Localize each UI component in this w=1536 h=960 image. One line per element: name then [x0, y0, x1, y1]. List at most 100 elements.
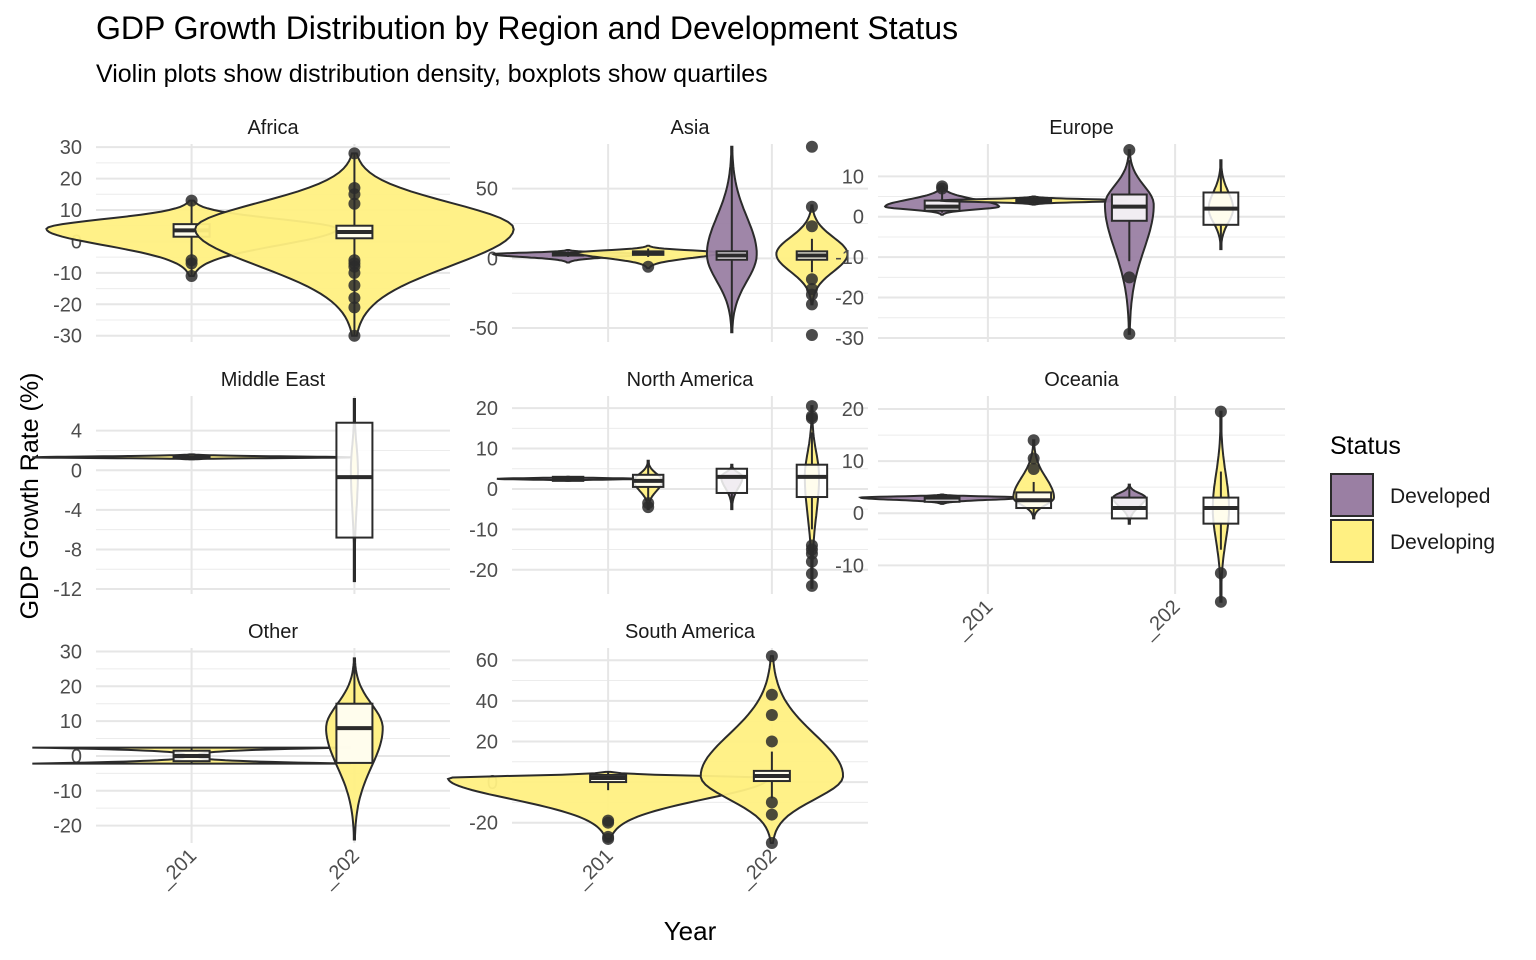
violin-group-developed — [1110, 483, 1148, 525]
boxplot — [923, 495, 961, 503]
violin-group-developing — [1202, 159, 1240, 251]
outlier-point — [1214, 595, 1227, 608]
outlier-point — [348, 182, 361, 194]
outlier-point — [1027, 434, 1040, 447]
x-tick-label: _202 — [1137, 596, 1185, 644]
y-tick-label: -30 — [53, 326, 82, 348]
legend-key-developing — [1330, 519, 1374, 563]
outlier-point — [805, 273, 818, 286]
facet-title: North America — [627, 369, 755, 391]
outlier-point — [805, 200, 818, 213]
facet-title: Oceania — [1044, 369, 1119, 391]
boxplot — [715, 464, 749, 510]
chart-title: GDP Growth Distribution by Region and De… — [96, 10, 958, 46]
y-tick-label: 0 — [71, 746, 82, 768]
box — [715, 467, 749, 494]
y-tick-label: 0 — [487, 248, 498, 270]
outlier-point — [348, 197, 361, 210]
y-tick-label: 4 — [71, 421, 82, 443]
facet-other: Other -20 -10 0 10 20 30 _201 _202 — [32, 621, 450, 893]
boxplot — [631, 248, 665, 273]
facet-south-america: South America-200204060_201_202 — [446, 621, 868, 893]
boxplot — [589, 771, 628, 845]
boxplot — [923, 180, 961, 213]
outlier-point — [765, 735, 778, 748]
boxplot — [795, 140, 829, 342]
outlier-point — [602, 830, 615, 843]
y-tick-label: -10 — [53, 263, 82, 285]
y-tick-label: 0 — [853, 207, 864, 229]
boxplot — [1202, 405, 1240, 608]
box — [1202, 496, 1240, 525]
y-tick-label: -10 — [469, 519, 498, 541]
outlier-point — [642, 260, 655, 273]
y-tick-label: -20 — [469, 813, 498, 835]
outlier-point — [1214, 567, 1227, 580]
violin-group-developing — [335, 398, 374, 583]
y-tick-label: -10 — [835, 555, 864, 577]
outlier-point — [185, 254, 198, 267]
x-tick-label: _201 — [950, 596, 998, 644]
legend-key-developed — [1330, 473, 1374, 517]
boxplot — [335, 147, 374, 342]
gridlines — [96, 648, 450, 843]
legend: Status Developed Developing — [1330, 432, 1495, 563]
violin-group-developed — [858, 493, 1027, 505]
y-tick-label: -20 — [469, 560, 498, 582]
y-tick-label: 0 — [487, 479, 498, 501]
boxplot — [715, 146, 749, 333]
boxplot — [1110, 484, 1148, 524]
outlier-point — [765, 709, 778, 722]
outlier-point — [765, 796, 778, 809]
violin-group-developing — [775, 140, 849, 342]
y-tick-label: 0 — [71, 460, 82, 482]
violin-group-developing — [32, 746, 351, 765]
y-tick-label: -30 — [835, 328, 864, 350]
violin-group-developed — [715, 463, 749, 511]
outlier-point — [765, 650, 778, 663]
outlier-point — [1027, 462, 1040, 475]
y-axis-label: GDP Growth Rate (%) — [16, 373, 44, 620]
facet-title: South America — [625, 621, 756, 643]
facet-middle-east: Middle East -12 -8 -4 0 4 — [32, 369, 450, 601]
y-tick-label: 0 — [71, 231, 82, 253]
facet-europe: Europe -30 -20 -10 0 10 — [835, 117, 1285, 350]
violin-group-developing — [1202, 405, 1240, 608]
facet-panels: Africa -30 -20 -10 0 10 20 30 Asia -50 0 50 Europe -3… — [32, 117, 1285, 893]
legend-label: Developed — [1390, 485, 1490, 508]
y-tick-label: -20 — [53, 294, 82, 316]
y-tick-label: 20 — [60, 676, 82, 698]
y-tick-label: -50 — [469, 318, 498, 340]
x-tick-label: _202 — [734, 845, 782, 893]
boxplot — [795, 400, 829, 592]
outlier-point — [805, 298, 818, 311]
violin-group-developing — [575, 244, 721, 273]
boxplot — [172, 748, 211, 764]
violin-group-developing — [194, 147, 515, 342]
y-tick-label: 20 — [476, 731, 498, 753]
y-tick-label: -10 — [835, 247, 864, 269]
box — [795, 463, 829, 499]
boxplot — [172, 455, 211, 460]
outlier-point — [1027, 452, 1040, 465]
outlier-point — [185, 194, 198, 207]
y-tick-label: 20 — [476, 398, 498, 420]
boxplot — [335, 658, 374, 764]
facet-north-america: North America -20 -10 0 10 20 — [469, 369, 868, 594]
x-tick-label: _201 — [153, 845, 201, 893]
y-tick-label: -20 — [835, 288, 864, 310]
violin-group-developing — [325, 657, 384, 841]
facet-title: Africa — [247, 117, 299, 139]
y-tick-label: -8 — [64, 539, 82, 561]
y-tick-label: 10 — [60, 200, 82, 222]
boxplot — [551, 475, 585, 482]
box — [335, 702, 374, 764]
violin-group-developed — [496, 475, 640, 482]
boxplot — [335, 398, 374, 582]
boxplot — [1202, 160, 1240, 250]
legend-label: Developing — [1390, 531, 1495, 554]
outlier-point — [805, 567, 818, 580]
facet-oceania: Oceania -10 0 10 20 _201 _202 — [835, 369, 1285, 644]
outlier-point — [348, 292, 361, 304]
outlier-point — [765, 837, 778, 849]
